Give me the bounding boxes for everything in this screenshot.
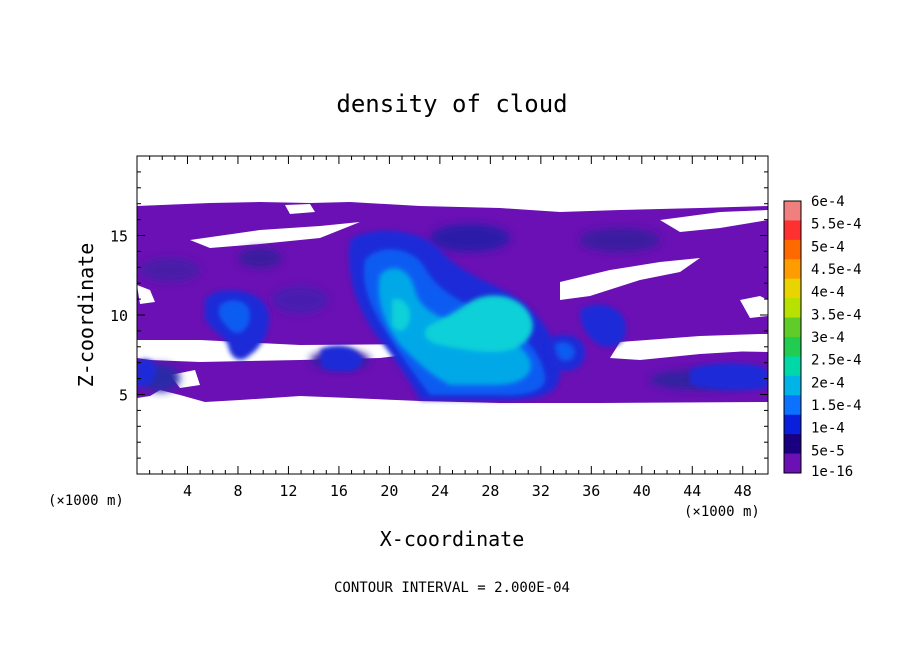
x-tick-label: 12 (279, 482, 297, 500)
colorbar-swatch (784, 220, 801, 241)
colorbar-label: 4e-4 (811, 285, 845, 301)
colorbar-swatch (784, 317, 801, 338)
curl-feature (546, 334, 585, 372)
colorbar-label: 1e-4 (811, 421, 845, 437)
colorbar: 6e-4 5.5e-4 5e-4 4.5e-4 4e-4 3.5e-4 3e-4 2.5e-4… (783, 194, 862, 480)
x-tick-label: 8 (233, 482, 242, 500)
x-unit-label-left: (×1000 m) (48, 493, 124, 509)
x-tick-label: 20 (380, 482, 398, 500)
x-tick-label: 44 (683, 482, 701, 500)
colorbar-label: 5.5e-4 (811, 217, 862, 233)
cloud-gap (285, 204, 315, 214)
cloud-gap (660, 210, 768, 232)
colorbar-label: 2.5e-4 (811, 353, 862, 369)
colorbar-label: 3.5e-4 (811, 307, 862, 323)
colorbar-swatch (784, 375, 801, 396)
y-axis: 5 10 15 (110, 171, 768, 459)
x-tick-label: 16 (330, 482, 348, 500)
colorbar-label: 6e-4 (811, 194, 845, 210)
colorbar-frame (783, 200, 802, 474)
colorbar-label: 5e-4 (811, 239, 845, 255)
cloud-gap (560, 258, 700, 300)
colorbar-swatch (784, 434, 801, 455)
colorbar-swatch (784, 337, 801, 357)
cloud-gap (610, 334, 768, 360)
colorbar-swatch (784, 414, 801, 435)
cloud-gap (740, 296, 768, 318)
y-tick-label: 5 (119, 387, 128, 405)
colorbar-swatch (784, 395, 801, 416)
colorbar-swatch (784, 453, 801, 474)
x-tick-label: 4 (183, 482, 192, 500)
x-tick-label: 40 (633, 482, 651, 500)
contour-interval-note: CONTOUR INTERVAL = 2.000E-04 (334, 580, 570, 596)
colorbar-label: 1e-16 (811, 464, 853, 480)
chart-title: density of cloud (336, 90, 567, 118)
x-axis-title: X-coordinate (380, 527, 525, 551)
y-axis-title: Z-coordinate (74, 243, 98, 388)
x-tick-label: 24 (431, 482, 449, 500)
colorbar-swatch (784, 356, 801, 377)
cloud-gap (190, 222, 360, 248)
colorbar-swatch (784, 298, 801, 319)
colorbar-swatch (784, 278, 801, 299)
x-unit-label-right: (×1000 m) (684, 504, 760, 520)
cloud-density-field (137, 202, 768, 403)
colorbar-label: 2e-4 (811, 375, 845, 391)
x-axis: 4 8 12 16 20 24 28 32 36 40 44 48 (149, 156, 756, 500)
colorbar-swatch (784, 201, 801, 221)
x-tick-label: 28 (481, 482, 499, 500)
colorbar-swatch (784, 259, 801, 280)
x-tick-label: 32 (532, 482, 550, 500)
colorbar-label: 5e-5 (811, 443, 845, 459)
colorbar-label: 4.5e-4 (811, 262, 862, 278)
core-density (392, 295, 533, 353)
y-tick-label: 15 (110, 228, 128, 246)
cloud-gap (137, 285, 155, 304)
colorbar-label: 3e-4 (811, 330, 845, 346)
colorbar-swatch (784, 239, 801, 260)
x-tick-label: 36 (582, 482, 600, 500)
y-tick-label: 10 (110, 307, 128, 325)
x-tick-label: 48 (734, 482, 752, 500)
colorbar-label: 1.5e-4 (811, 398, 862, 414)
